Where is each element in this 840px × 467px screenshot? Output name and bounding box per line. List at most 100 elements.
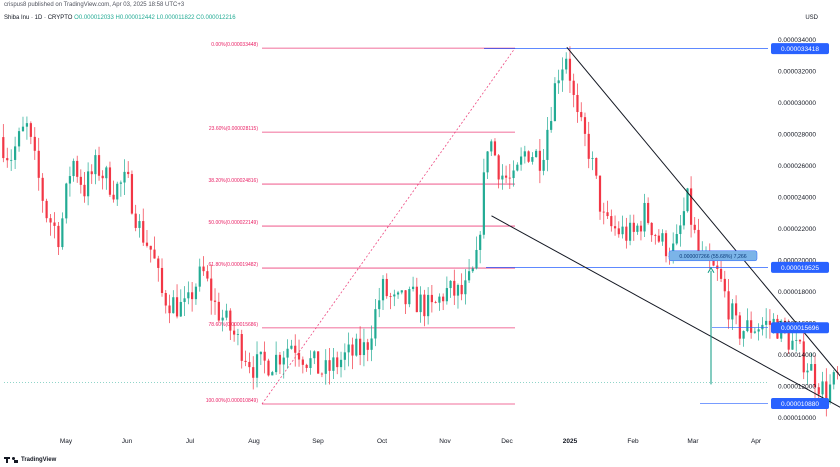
price-badge [771,398,829,410]
candle-body [294,345,297,353]
candle-body [187,292,190,299]
candle-body [248,361,251,368]
candle-body [332,357,335,371]
candle-body [719,268,723,279]
candle-body [516,164,519,171]
publisher-line: crispus8 published on TradingView.com, A… [4,2,185,8]
wedge-upper-line [566,47,840,377]
candle-body [14,146,17,160]
candle-body [57,225,60,248]
candle-body [25,123,29,127]
tradingview-logo[interactable]: TradingView [4,456,56,464]
candle-body [542,159,545,171]
y-tick-label: 0.000018000 [778,289,816,296]
candle-body [686,188,689,212]
candle-body [127,171,130,175]
price-badge [771,261,829,273]
candle-body [76,160,79,177]
candle-body [572,80,575,95]
candle-body [378,300,381,310]
candle-body [583,117,587,134]
candle-body [400,290,403,293]
candle-body [453,280,456,296]
pair-name[interactable]: Shiba Inu · 1D · CRYPTO [4,15,73,21]
measure-arrow-head [707,266,715,274]
measure-label: 0.000007266 (55.68%) 7,266 [679,254,746,260]
candle-body [313,351,316,359]
candle-body [621,226,624,235]
x-tick-label: Apr [751,438,762,445]
candle-body [411,286,415,290]
candle-body [617,228,620,235]
fib-level-label: 23.60%(0.000028115) [209,126,258,132]
candle-body [2,137,5,159]
candle-body [657,235,660,242]
candle-body [568,58,572,81]
candle-body [598,175,602,212]
y-tick-label: 0.000022000 [778,226,816,233]
candle-body [449,280,452,289]
candle-body [490,141,493,152]
candle-body [278,354,282,365]
candle-body [408,289,411,305]
candle-body [374,309,377,339]
candle-body [320,373,324,375]
candle-body [108,167,112,195]
candle-body [712,260,715,266]
candle-body [206,271,209,279]
candle-body [309,358,312,368]
y-tick-label: 0.000030000 [778,100,816,107]
candle-body [434,302,437,303]
candle-body [512,170,515,179]
candle-body [587,133,590,159]
candle-body [565,58,568,70]
price-badge [771,322,829,334]
wedge-lower-line [491,215,840,408]
candle-body [535,150,538,158]
candle-body [244,360,247,362]
candle-body [682,211,686,226]
y-tick-label: 0.000032000 [778,68,816,75]
candle-body [471,268,474,272]
candle-body [561,69,564,81]
candle-body [233,330,236,335]
candle-body [772,318,775,325]
candle-body [79,176,82,185]
candle-body [172,297,175,314]
candle-body [795,340,798,341]
ohlc-values: O0.000012033 H0.000012442 L0.000011822 C… [74,15,236,21]
x-tick-label: Sep [312,438,324,445]
candle-body [286,348,289,358]
candle-body [297,352,301,360]
candle-body [675,234,678,244]
fib-level-label: 0.00%(0.000033448) [211,42,258,48]
candle-body [275,354,278,373]
candle-body [229,310,232,331]
price-badge-label: 0.000033418 [781,46,819,53]
candle-body [761,324,764,330]
y-tick-label: 0.000034000 [778,37,816,44]
candle-body [757,329,760,332]
candle-body [65,183,68,219]
candle-body [438,296,441,303]
candle-body [194,286,198,300]
candle-body [217,301,220,321]
candle-body [72,160,75,177]
candle-body [153,249,156,259]
candle-body [806,370,809,373]
candle-body [10,159,13,161]
y-tick-label: 0.000028000 [778,131,816,138]
candle-body [29,123,32,137]
candle-body [175,297,179,317]
candle-body [134,213,137,228]
candle-body [576,94,579,113]
candle-body [531,157,534,162]
candle-body [723,278,726,292]
price-badge-label: 0.000019525 [781,265,819,272]
candle-body [6,158,9,161]
candle-body [97,155,101,176]
x-tick-label: Nov [439,438,451,445]
candle-body [149,245,152,250]
candle-body [33,136,36,151]
